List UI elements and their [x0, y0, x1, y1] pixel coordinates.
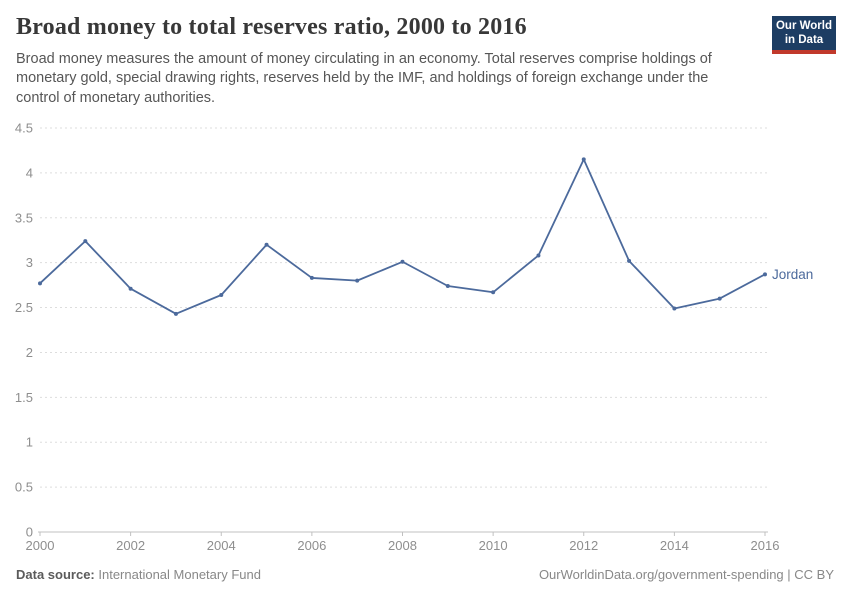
data-point-2000[interactable] — [38, 281, 42, 286]
x-tick-label: 2006 — [297, 538, 326, 553]
y-tick-label: 3.5 — [15, 210, 33, 225]
data-point-2007[interactable] — [355, 278, 360, 283]
subtitle-line-3: control of monetary authorities. — [16, 90, 216, 107]
y-tick-label: 0 — [26, 525, 33, 540]
x-tick-label: 2002 — [116, 538, 145, 553]
chart-header: Broad money to total reserves ratio, 200… — [16, 14, 760, 109]
data-source-value: International Monetary Fund — [94, 567, 261, 582]
x-tick-label: 2012 — [569, 538, 598, 553]
credit-link[interactable]: OurWorldinData.org/government-spending |… — [538, 567, 834, 582]
data-line-jordan[interactable] — [39, 158, 766, 315]
subtitle-line-1: Broad money measures the amount of money… — [16, 50, 712, 67]
y-tick-label: 4.5 — [15, 121, 33, 136]
x-tick-label: 2014 — [660, 538, 689, 553]
x-tick-label: 2010 — [479, 538, 508, 553]
y-tick-label: 0.5 — [15, 480, 33, 495]
y-tick-label: 1 — [26, 435, 33, 450]
data-point-2008[interactable] — [400, 259, 405, 264]
owid-logo[interactable]: Our World in Data — [772, 16, 836, 55]
data-source-label: Data source: — [16, 567, 95, 582]
x-tick-label: 2016 — [751, 538, 780, 553]
y-tick-label: 4 — [26, 165, 33, 180]
x-tick-label: 2008 — [388, 538, 417, 553]
y-tick-label: 2.5 — [15, 300, 33, 315]
data-point-2013[interactable] — [627, 258, 632, 263]
data-point-2001[interactable] — [83, 239, 88, 244]
owid-logo-line-1: Our World — [775, 20, 832, 32]
data-point-2015[interactable] — [717, 296, 722, 301]
y-tick-label: 2 — [26, 345, 33, 360]
data-point-2005[interactable] — [264, 242, 269, 247]
x-tick-label: 2000 — [26, 538, 55, 553]
data-point-2002[interactable] — [128, 286, 133, 291]
data-point-2011[interactable] — [536, 253, 541, 258]
data-point-2009[interactable] — [445, 284, 450, 289]
data-point-2004[interactable] — [219, 292, 224, 297]
owid-logo-line-2: in Data — [784, 33, 824, 46]
y-tick-label: 3 — [26, 255, 33, 270]
chart-title: Broad money to total reserves ratio, 200… — [16, 14, 527, 40]
series-label-jordan[interactable]: Jordan — [772, 267, 813, 282]
data-point-2003[interactable] — [173, 311, 178, 316]
data-source-note: Data source: International Monetary Fund — [16, 567, 261, 582]
chart-subtitle: Broad money measures the amount of money… — [16, 50, 760, 109]
data-point-2012[interactable] — [581, 157, 586, 162]
x-tick-label: 2004 — [207, 538, 236, 553]
subtitle-line-2: monetary gold, special drawing rights, r… — [16, 70, 709, 87]
data-point-2010[interactable] — [491, 290, 496, 295]
y-tick-label: 1.5 — [15, 390, 33, 405]
data-point-2014[interactable] — [672, 306, 677, 311]
chart-footer: Data source: International Monetary Fund… — [16, 567, 834, 582]
data-point-2016[interactable] — [763, 272, 767, 277]
data-point-2006[interactable] — [309, 275, 314, 280]
